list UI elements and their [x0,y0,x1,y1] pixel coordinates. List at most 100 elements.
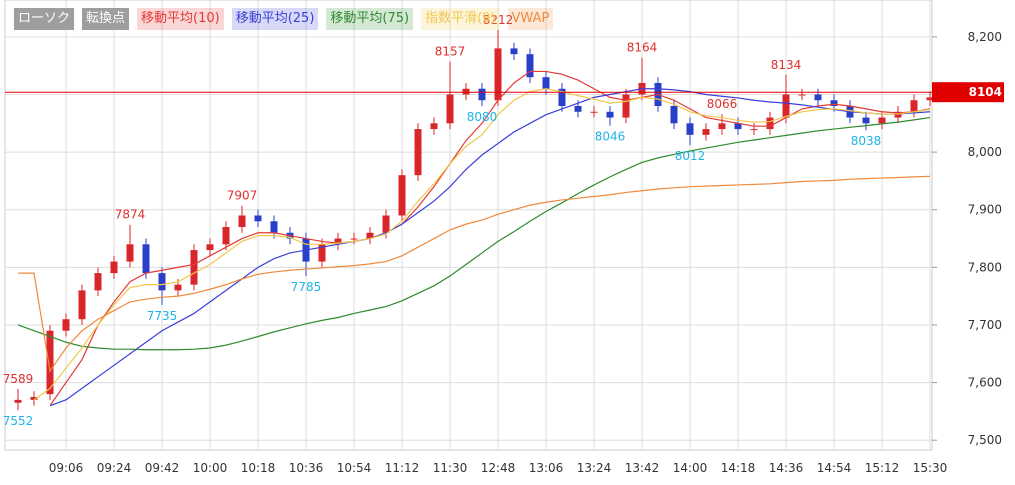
x-tick-label: 15:30 [913,461,948,475]
candle-body [830,100,838,107]
legend-toggle[interactable]: 移動平均(10) [137,8,224,30]
x-tick-label: 09:06 [49,461,84,475]
high-label: 7874 [115,208,146,222]
candle-body [590,111,598,113]
candle-body [206,244,214,251]
high-label: 8134 [771,58,802,72]
candle-body [14,399,22,403]
candle-body [222,227,230,245]
candle-body [494,48,502,101]
low-label: 8080 [467,110,498,124]
candle-body [606,111,614,118]
candle-body [574,106,582,112]
x-tick-label: 12:48 [481,461,516,475]
candle-body [462,88,470,95]
candle-body [174,284,182,291]
x-tick-label: 09:42 [145,461,180,475]
candle-body [270,221,278,233]
candle-body [382,215,390,233]
candle-body [718,123,726,130]
low-label: 7735 [147,309,178,323]
x-tick-label: 14:54 [817,461,852,475]
candle-body [366,232,374,239]
candle-body [78,290,86,320]
x-tick-label: 11:30 [433,461,468,475]
low-label: 8038 [851,134,882,148]
legend-toggle[interactable]: 転換点 [82,8,130,30]
low-label: 7785 [291,280,322,294]
candle-body [190,250,198,285]
indicator-line [33,88,931,401]
candle-body [142,244,150,274]
candle-body [46,330,54,395]
candle-body [510,48,518,55]
plot-area [4,0,933,451]
last-price-box [932,82,1004,103]
high-label: 8212 [483,13,514,27]
x-tick-label: 10:54 [337,461,372,475]
candle-body [446,94,454,124]
legend-toggle[interactable]: 移動平均(25) [231,8,319,30]
candle-body [238,215,246,228]
candle-body [318,244,326,262]
candle-body [878,117,886,124]
low-label: 8046 [595,130,626,144]
x-tick-label: 14:18 [721,461,756,475]
legend-toggle[interactable]: ローソク [14,8,75,30]
x-tick-label: 10:00 [193,461,228,475]
x-tick-label: 10:36 [289,461,324,475]
candle-body [686,123,694,135]
candle-body [750,129,758,131]
high-label: 7589 [3,372,34,386]
candle-body [30,396,38,400]
candle-body [782,94,790,118]
candle-body [862,117,870,124]
candle-body [158,273,166,291]
y-tick-label: 7,600 [968,376,1002,390]
x-tick-label: 14:36 [769,461,804,475]
candle-body [350,238,358,240]
y-tick-label: 8,000 [968,145,1002,159]
candle-body [62,319,70,331]
y-tick-label: 7,800 [968,260,1002,274]
candle-body [766,117,774,130]
candle-body [558,88,566,107]
candle-body [334,238,342,245]
x-tick-label: 10:18 [241,461,276,475]
y-tick-label: 7,900 [968,203,1002,217]
candle-body [910,100,918,112]
candle-body [734,123,742,130]
high-label: 8157 [435,45,466,59]
candle-body [414,129,422,176]
candle-body [478,88,486,101]
x-tick-label: 11:12 [385,461,420,475]
candle-body [670,106,678,124]
legend-toggle[interactable]: 移動平均(75) [326,8,414,30]
low-label: 8012 [675,149,706,163]
candle-body [126,244,134,262]
candle-body [814,94,822,101]
candle-body [526,54,534,78]
candle-body [94,273,102,291]
indicator-line [18,175,931,373]
candle-body [398,175,406,216]
candle-body [622,94,630,118]
x-tick-label: 13:06 [529,461,564,475]
x-tick-label: 14:00 [673,461,708,475]
y-tick-label: 7,500 [968,433,1002,447]
candle-body [542,77,550,89]
legend-toggle[interactable]: VWAP [507,8,554,30]
x-tick-label: 13:24 [577,461,612,475]
y-tick-label: 7,700 [968,318,1002,332]
indicator-line [49,70,931,406]
last-price-label: 8104 [969,85,1002,99]
candle-body [110,261,118,274]
high-label: 8164 [627,41,658,55]
low-label: 7552 [3,414,34,428]
candle-body [798,94,806,96]
legend-toggle[interactable]: 指数平滑(9) [421,8,500,30]
candle-body [430,123,438,130]
x-tick-label: 15:12 [865,461,900,475]
